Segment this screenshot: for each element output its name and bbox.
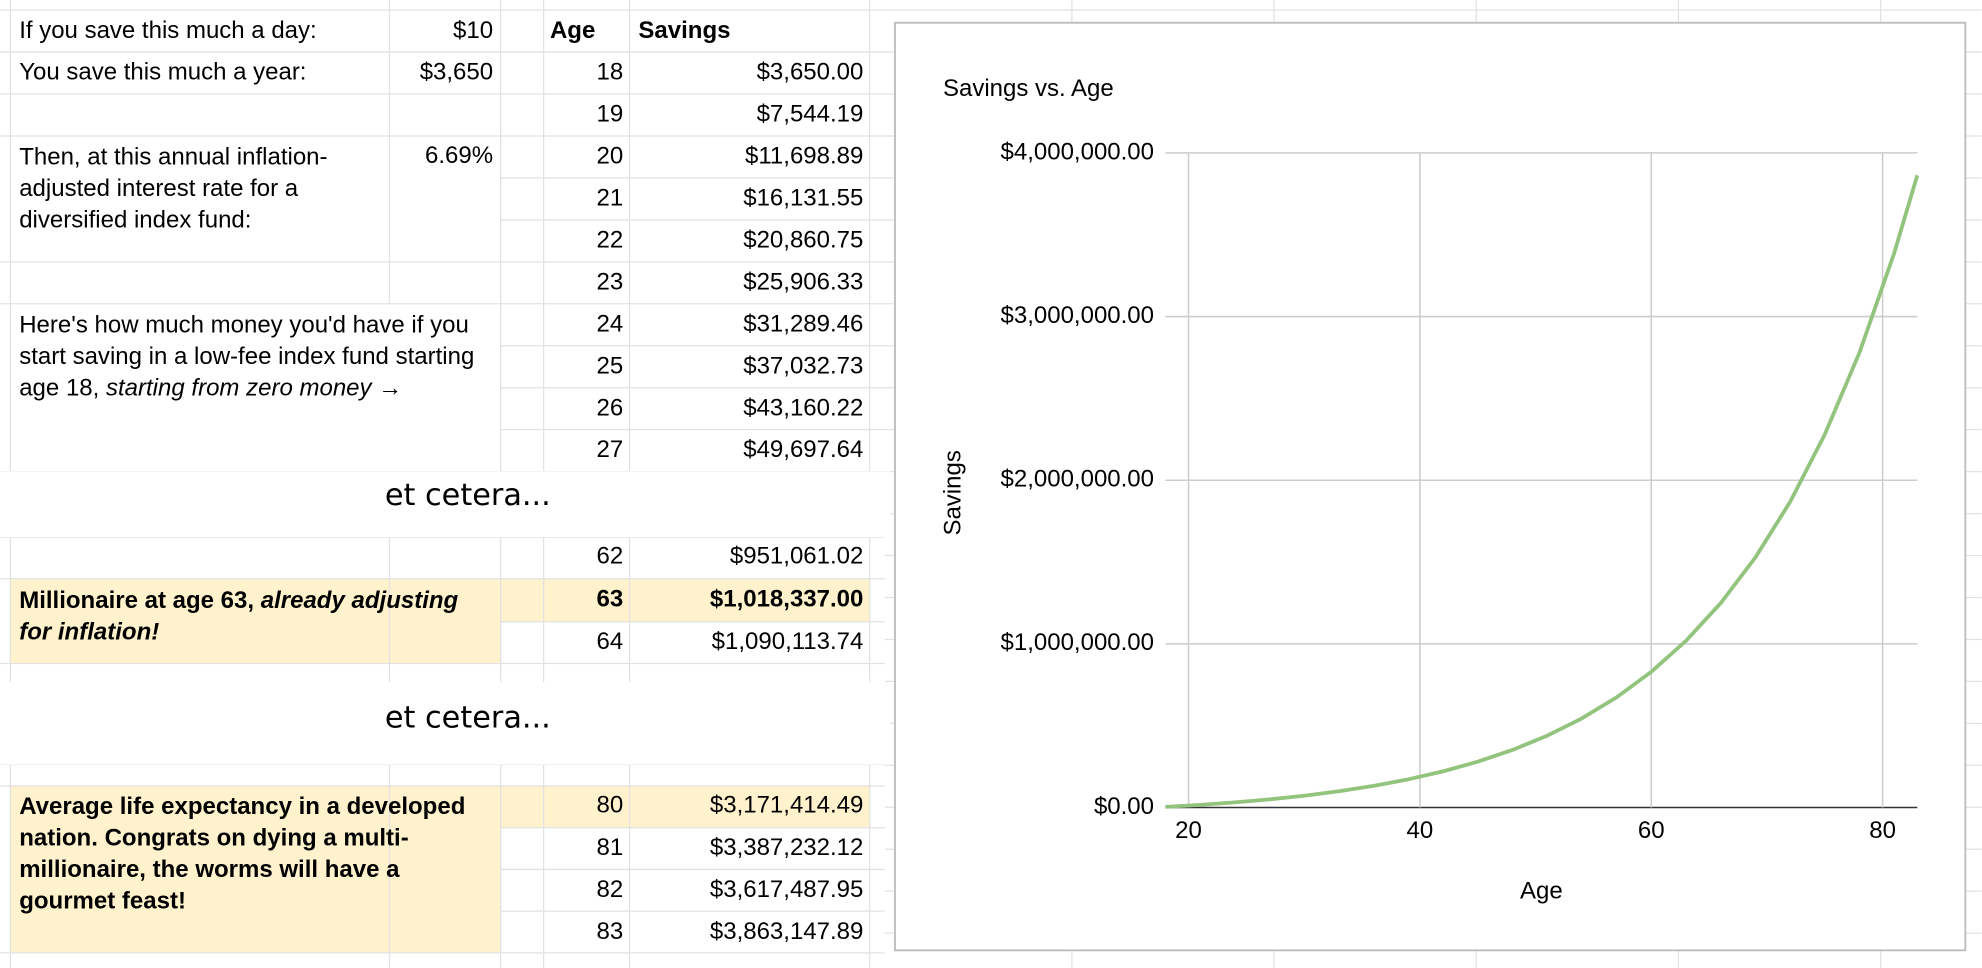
- highlight-cell: [10, 786, 501, 953]
- age-cell: 22: [597, 226, 624, 253]
- merged-cell: Average life expectancy in a developed n…: [19, 791, 499, 917]
- data-line: [1165, 174, 1920, 809]
- savings-cell: $37,032.73: [743, 352, 863, 379]
- x-tick-label: 60: [1638, 817, 1665, 844]
- cell-text: Then, at this annual inflation-adjusted …: [19, 142, 388, 237]
- highlight-row: [500, 578, 870, 622]
- input-value: $3,650: [420, 59, 493, 86]
- age-cell: 64: [597, 628, 624, 655]
- cell-text: Millionaire at age 63, already adjusting…: [19, 585, 493, 648]
- merged-cell: Here's how much money you'd have if you …: [19, 310, 493, 405]
- savings-cell: $1,090,113.74: [712, 628, 864, 655]
- age-cell: 21: [597, 185, 624, 212]
- cell-text: Average life expectancy in a developed n…: [19, 793, 466, 915]
- age-cell: 23: [597, 268, 624, 295]
- age-cell: 82: [597, 876, 624, 903]
- gap-label: et cetera...: [385, 701, 551, 736]
- age-cell: 19: [597, 101, 624, 128]
- y-tick-label: $2,000,000.00: [1001, 466, 1154, 493]
- y-tick-label: $0.00: [1094, 793, 1154, 820]
- x-tick-label: 80: [1869, 817, 1896, 844]
- savings-cell: $3,863,147.89: [710, 918, 863, 945]
- column-header: Savings: [638, 17, 730, 44]
- savings-cell: $20,860.75: [743, 226, 863, 253]
- savings-cell: $16,131.55: [743, 185, 863, 212]
- x-tick-label: 20: [1175, 817, 1202, 844]
- age-cell: 63: [597, 585, 624, 612]
- gap-band: [0, 682, 890, 765]
- savings-cell: $3,387,232.12: [710, 834, 863, 861]
- chart-title: Savings vs. Age: [943, 75, 1114, 102]
- savings-cell: $43,160.22: [743, 394, 863, 421]
- x-axis-label: Age: [1520, 878, 1563, 905]
- y-axis-label: Savings: [940, 450, 967, 535]
- age-cell: 27: [597, 436, 624, 463]
- x-tick-label: 40: [1407, 817, 1434, 844]
- savings-cell: $31,289.46: [743, 310, 863, 337]
- emphasis-text: starting from zero money →: [105, 375, 403, 402]
- savings-cell: $49,697.64: [743, 436, 863, 463]
- age-cell: 83: [597, 918, 624, 945]
- age-cell: 18: [597, 59, 624, 86]
- age-cell: 25: [597, 352, 624, 379]
- input-value: 6.69%: [425, 142, 493, 169]
- cell-text: Millionaire at age 63,: [19, 587, 261, 615]
- age-cell: 20: [597, 143, 624, 170]
- input-label: You save this much a year:: [19, 59, 306, 86]
- y-tick-label: $4,000,000.00: [1001, 138, 1154, 165]
- chart-frame: [894, 21, 1967, 952]
- merged-cell: Millionaire at age 63, already adjusting…: [19, 585, 493, 648]
- gap-label: et cetera...: [385, 478, 551, 513]
- age-cell: 24: [597, 310, 624, 337]
- input-value: $10: [453, 17, 493, 44]
- age-cell: 26: [597, 394, 624, 421]
- column-header: Age: [550, 17, 595, 44]
- savings-cell: $11,698.89: [745, 143, 863, 170]
- savings-cell: $1,018,337.00: [710, 585, 863, 612]
- cell-text: Average life expectancy in a developed n…: [19, 791, 499, 917]
- savings-cell: $25,906.33: [743, 268, 863, 295]
- savings-cell: $7,544.19: [757, 101, 864, 128]
- y-tick-label: $3,000,000.00: [1001, 302, 1154, 329]
- savings-cell: $3,617,487.95: [710, 876, 863, 903]
- age-cell: 80: [597, 792, 624, 819]
- emphasis-text: already adjusting for inflation!: [19, 587, 459, 646]
- merged-cell: Then, at this annual inflation-adjusted …: [19, 142, 388, 237]
- age-cell: 81: [597, 834, 624, 861]
- input-label: If you save this much a day:: [19, 17, 316, 44]
- cell-text: Here's how much money you'd have if you …: [19, 310, 493, 405]
- y-tick-label: $1,000,000.00: [1001, 629, 1154, 656]
- highlight-cell: [10, 578, 501, 664]
- savings-cell: $3,650.00: [757, 59, 864, 86]
- age-cell: 62: [597, 543, 624, 570]
- cell-text: Then, at this annual inflation-adjusted …: [19, 144, 328, 234]
- cell-text: Here's how much money you'd have if you …: [19, 312, 475, 402]
- savings-cell: $3,171,414.49: [710, 792, 863, 819]
- highlight-row: [500, 786, 870, 828]
- gap-band: [0, 471, 890, 538]
- savings-cell: $951,061.02: [730, 543, 863, 570]
